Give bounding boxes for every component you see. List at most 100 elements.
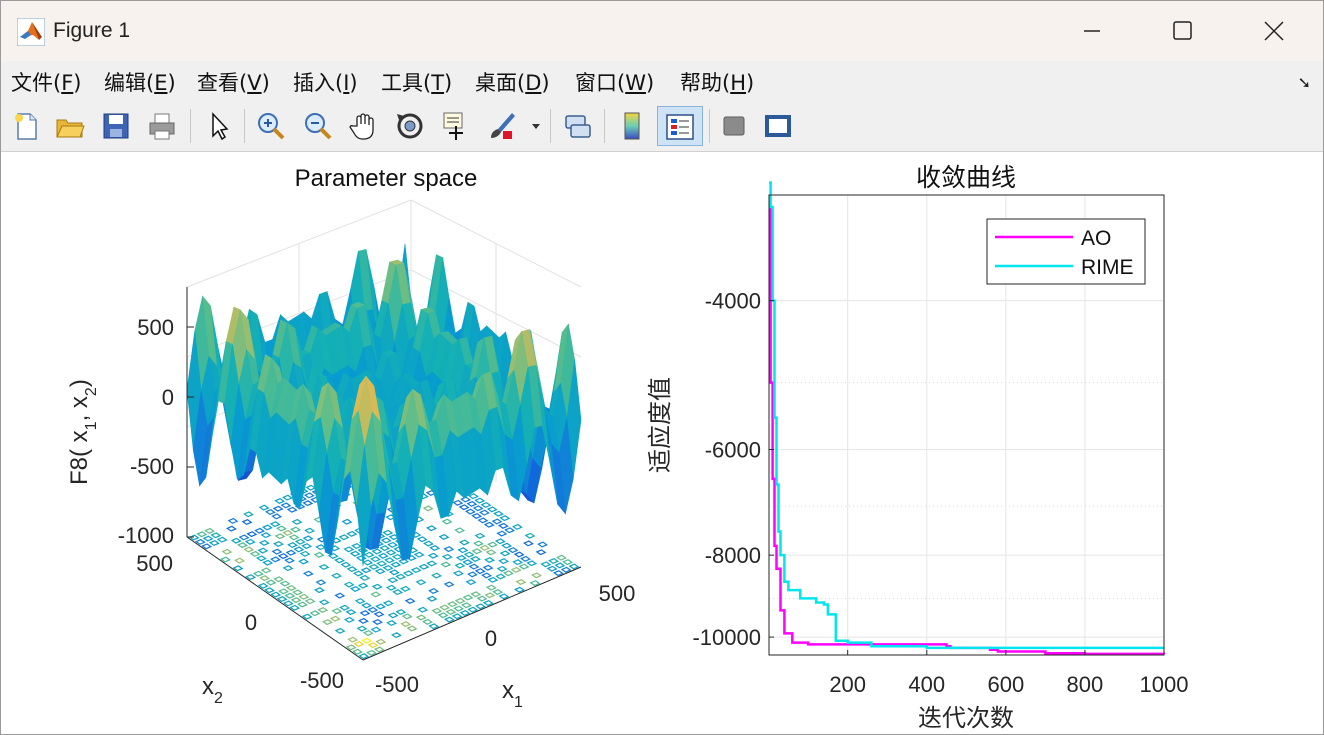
contour-ring (473, 540, 484, 547)
x2-axis-label: x2 (202, 673, 223, 707)
contour-ring (232, 565, 244, 572)
contour-ring (305, 484, 317, 491)
contour-ring (352, 570, 364, 577)
contour-ring (246, 531, 258, 538)
contour-ring (230, 537, 242, 544)
contour-ring (257, 547, 269, 554)
convergence-plot-axes[interactable]: 200 400 600 800 1000 -4000 -6000 -8000 -10000 收敛… (647, 164, 1188, 732)
contour-ring (459, 609, 471, 616)
contour-ring (387, 577, 399, 584)
convergence-ticks: 200 400 600 800 1000 -4000 -6000 -8000 -10000 (692, 289, 1188, 697)
new-figure-button[interactable] (7, 106, 45, 146)
rotate-3d-button[interactable] (391, 106, 429, 146)
convergence-legend[interactable]: AO RIME (986, 218, 1146, 285)
hide-plot-tools-button[interactable] (715, 106, 753, 146)
brush-dropdown[interactable] (527, 106, 543, 146)
contour-ring (395, 573, 407, 580)
contour-ring (513, 551, 525, 558)
menu-tools[interactable]: 工具(T) (381, 71, 453, 95)
contour-ring (487, 541, 498, 548)
zoom-out-button[interactable] (299, 106, 337, 146)
contour-ring (537, 541, 548, 548)
contour-ring (370, 626, 382, 633)
contour-ring (243, 511, 254, 518)
figure-svg[interactable]: Parameter space 500 0 -500 -1000 500 0 -… (1, 152, 1323, 734)
contour-ring (496, 530, 508, 537)
contour-ring (465, 579, 477, 586)
contour-ring (562, 559, 574, 566)
contour-ring (499, 515, 511, 522)
menu-file[interactable]: 文件(F) (11, 71, 82, 95)
select-button[interactable] (199, 106, 237, 146)
print-button[interactable] (143, 106, 181, 146)
brush-button[interactable] (483, 106, 521, 146)
contour-ring (258, 504, 270, 511)
figure-canvas[interactable]: Parameter space 500 0 -500 -1000 500 0 -… (1, 152, 1323, 734)
contour-ring (385, 549, 397, 556)
contour-ring (540, 561, 552, 568)
legend-button[interactable] (657, 106, 703, 146)
colorbar-button[interactable] (613, 106, 651, 146)
convergence-y-label: 适应度值 (647, 377, 674, 473)
show-plot-tools-button[interactable] (759, 106, 797, 146)
show-plot-tools-icon (765, 115, 791, 137)
contour-ring (377, 552, 389, 559)
x-tick-label: 200 (829, 672, 866, 697)
menu-desktop[interactable]: 桌面(D) (475, 71, 550, 95)
contour-ring (526, 560, 538, 567)
contour-ring (282, 529, 294, 536)
contour-ring (493, 510, 504, 517)
legend-label-rime: RIME (1081, 256, 1134, 279)
surface-plot-axes[interactable]: Parameter space 500 0 -500 -1000 500 0 -… (66, 165, 635, 711)
contour-ring (371, 583, 383, 590)
contour-ring (443, 616, 455, 623)
contour-ring (464, 508, 476, 515)
contour-ring (388, 534, 400, 541)
menu-window[interactable]: 窗口(W) (575, 71, 655, 95)
data-cursor-button[interactable] (437, 106, 475, 146)
menu-help[interactable]: 帮助(H) (680, 71, 755, 95)
contour-ring (278, 588, 289, 595)
title-bar[interactable]: Figure 1 (1, 1, 1323, 61)
open-file-button[interactable] (51, 106, 89, 146)
contour-ring (468, 563, 480, 570)
series-line-rime (769, 181, 1164, 650)
menu-insert[interactable]: 插入(I) (293, 71, 358, 95)
contour-ring (390, 632, 402, 639)
contour-ring (481, 572, 492, 579)
contour-ring (455, 554, 467, 561)
convergence-title: 收敛曲线 (916, 164, 1016, 192)
contour-ring (431, 607, 443, 614)
contour-ring (291, 518, 303, 525)
contour-ring (554, 562, 566, 569)
contour-ring (358, 653, 370, 660)
contour-ring (327, 552, 339, 559)
rotate-3d-icon (397, 113, 423, 139)
z-tick-label: -1000 (118, 523, 174, 548)
contour-ring (303, 492, 315, 499)
maximize-button[interactable] (1137, 1, 1227, 61)
contour-ring (501, 542, 513, 549)
menu-edit[interactable]: 编辑(E) (104, 71, 176, 95)
link-plot-button[interactable] (559, 106, 597, 146)
save-button[interactable] (97, 106, 135, 146)
contour-ring (351, 543, 363, 549)
dock-arrow-icon[interactable]: ➘ (1297, 73, 1311, 92)
contour-ring (492, 588, 504, 595)
contour-ring (354, 598, 366, 605)
contour-ring (372, 618, 383, 625)
contour-ring (475, 603, 486, 610)
close-button[interactable] (1229, 1, 1319, 61)
menu-bar: 文件(F) 编辑(E) 查看(V) 插入(I) 工具(T) 桌面(D) 窗口(W… (1, 61, 1323, 101)
zoom-in-button[interactable] (252, 106, 290, 146)
minimize-button[interactable] (1047, 1, 1137, 61)
pan-button[interactable] (345, 106, 383, 146)
contour-ring (302, 535, 314, 542)
menu-view[interactable]: 查看(V) (197, 71, 270, 95)
x-tick-label: 600 (987, 672, 1024, 697)
contour-ring (315, 544, 327, 551)
contour-ring (204, 527, 216, 534)
contour-ring (279, 580, 291, 587)
contour-ring (467, 493, 479, 500)
contour-ring (498, 558, 510, 565)
